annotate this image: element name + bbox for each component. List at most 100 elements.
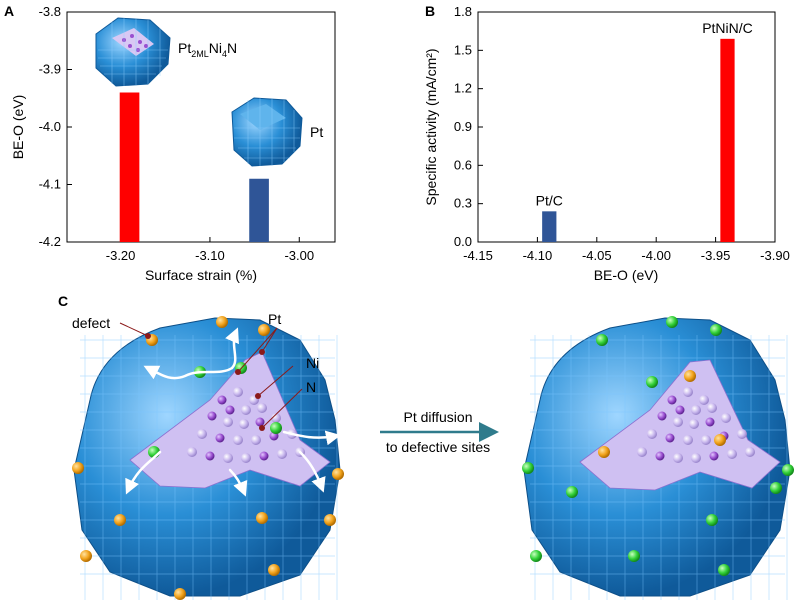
ni-atom-icon bbox=[255, 417, 265, 427]
chart-a-bar-0 bbox=[119, 92, 140, 242]
n-atom-icon bbox=[241, 453, 251, 463]
ni-atom-icon bbox=[205, 451, 215, 461]
pt-atom-icon bbox=[710, 324, 722, 336]
chart-b-y-tick-label: 0.3 bbox=[454, 196, 472, 211]
n-atom-icon bbox=[699, 395, 709, 405]
n-atom-icon bbox=[673, 417, 683, 427]
defect-atom-icon bbox=[72, 462, 84, 474]
n-atom-icon bbox=[187, 447, 197, 457]
ni-atom-icon bbox=[655, 451, 665, 461]
ni-atom-icon bbox=[709, 451, 719, 461]
pt-atom-icon bbox=[596, 334, 608, 346]
chart-b-x-tick-label: -3.95 bbox=[701, 248, 731, 263]
chart-b-bar-label: PtNiN/C bbox=[702, 20, 753, 36]
chart-b-y-tick-label: 0.6 bbox=[454, 157, 472, 172]
panel-letter-c: C bbox=[58, 293, 68, 309]
chart-a-bar-label-pt: Pt bbox=[310, 124, 323, 140]
n-atom-icon bbox=[251, 435, 261, 445]
chart-b-x-ticks: -4.15 -4.10 -4.05 -4.00 -3.95 -3.90 bbox=[463, 237, 790, 263]
chart-b-y-tick-label: 1.5 bbox=[454, 42, 472, 57]
pt-atom-icon bbox=[270, 422, 282, 434]
n-atom-icon bbox=[745, 447, 755, 457]
chart-a-x-ticks: -3.20 -3.10 -3.00 bbox=[106, 237, 314, 263]
defect-atom-icon bbox=[174, 588, 186, 600]
n-atom-icon bbox=[223, 453, 233, 463]
chart-a-y-tick-label: -4.2 bbox=[39, 234, 61, 249]
ni-atom-icon bbox=[705, 417, 715, 427]
defect-atom-icon bbox=[256, 512, 268, 524]
defect-atom-icon bbox=[714, 434, 726, 446]
n-atom-icon bbox=[707, 403, 717, 413]
chart-b-x-tick-label: -4.00 bbox=[641, 248, 671, 263]
chart-a: -3.8 -3.9 -4.0 -4.1 -4.2 -3.20 -3.10 -3.00 Sur… bbox=[10, 4, 336, 283]
pt-atom-icon bbox=[706, 514, 718, 526]
pt-atom-icon bbox=[666, 316, 678, 328]
chart-b-x-tick-label: -4.10 bbox=[523, 248, 553, 263]
ni-atom-icon bbox=[207, 411, 217, 421]
panel-c-labels bbox=[119, 322, 303, 429]
chart-b-bar-1 bbox=[720, 38, 735, 243]
nanoparticle-core-shell-icon bbox=[95, 17, 171, 87]
label-defect: defect bbox=[72, 315, 110, 331]
pt-atom-icon bbox=[566, 486, 578, 498]
n-atom-icon bbox=[197, 429, 207, 439]
chart-a-x-tick-label: -3.20 bbox=[106, 248, 136, 263]
chart-b-bar-0 bbox=[542, 211, 557, 242]
defect-atom-icon bbox=[216, 316, 228, 328]
chart-b-y-tick-label: 1.2 bbox=[454, 81, 472, 96]
defect-atom-icon bbox=[324, 514, 336, 526]
panel-letter-a: A bbox=[4, 3, 14, 19]
chart-b-y-tick-label: 1.8 bbox=[454, 4, 472, 19]
defect-atom-icon bbox=[258, 324, 270, 336]
n-atom-icon bbox=[257, 403, 267, 413]
panel-letter-b: B bbox=[425, 3, 435, 19]
n-atom-icon bbox=[233, 387, 243, 397]
n-atom-icon bbox=[673, 453, 683, 463]
healed-nanoparticle-icon bbox=[522, 316, 794, 600]
n-atom-icon bbox=[637, 447, 647, 457]
ni-atom-icon bbox=[657, 411, 667, 421]
chart-b-x-tick-label: -4.15 bbox=[463, 248, 493, 263]
label-ni: Ni bbox=[306, 355, 319, 371]
label-pt: Pt bbox=[268, 311, 281, 327]
ni-atom-icon bbox=[225, 405, 235, 415]
ni-atom-icon bbox=[675, 405, 685, 415]
defective-nanoparticle-icon bbox=[72, 316, 344, 600]
nanoparticle-pt-icon bbox=[231, 97, 303, 167]
n-atom-icon bbox=[239, 419, 249, 429]
chart-b-y-tick-label: 0.0 bbox=[454, 234, 472, 249]
n-atom-icon bbox=[701, 435, 711, 445]
arrow-text-line2: to defective sites bbox=[386, 439, 490, 455]
chart-a-bar-label-ptniN: Pt2MLNi4N bbox=[178, 40, 237, 59]
n-atom-icon bbox=[721, 413, 731, 423]
chart-a-y-tick-label: -3.9 bbox=[39, 62, 61, 77]
chart-a-y-title: BE-O (eV) bbox=[10, 95, 26, 160]
chart-a-bars bbox=[119, 92, 269, 242]
ni-atom-icon bbox=[667, 395, 677, 405]
n-atom-icon bbox=[691, 405, 701, 415]
chart-b-x-tick-label: -4.05 bbox=[582, 248, 612, 263]
defect-atom-icon bbox=[80, 550, 92, 562]
n-atom-icon bbox=[691, 453, 701, 463]
label-n: N bbox=[306, 379, 316, 395]
chart-b-y-ticks: 0.0 0.3 0.6 0.9 1.2 1.5 1.8 bbox=[454, 4, 483, 249]
pt-atom-icon bbox=[628, 550, 640, 562]
pt-atom-icon bbox=[646, 376, 658, 388]
n-atom-icon bbox=[233, 435, 243, 445]
defect-atom-icon bbox=[268, 564, 280, 576]
panel-c-illustration: defect Pt Ni N Pt diffusion to defective… bbox=[72, 311, 794, 600]
ni-atom-icon bbox=[259, 451, 269, 461]
chart-b-y-title: Specific activity (mA/cm²) bbox=[423, 48, 439, 205]
ni-atom-icon bbox=[665, 433, 675, 443]
arrow-text-line1: Pt diffusion bbox=[403, 409, 472, 425]
defect-atom-icon bbox=[332, 468, 344, 480]
n-atom-icon bbox=[271, 413, 281, 423]
n-atom-icon bbox=[737, 429, 747, 439]
chart-a-y-tick-label: -4.1 bbox=[39, 177, 61, 192]
chart-b-y-tick-label: 0.9 bbox=[454, 119, 472, 134]
n-atom-icon bbox=[683, 435, 693, 445]
chart-a-y-tick-label: -3.8 bbox=[39, 4, 61, 19]
n-atom-icon bbox=[223, 417, 233, 427]
chart-b-bar-label: Pt/C bbox=[536, 192, 563, 208]
chart-a-y-tick-label: -4.0 bbox=[39, 119, 61, 134]
